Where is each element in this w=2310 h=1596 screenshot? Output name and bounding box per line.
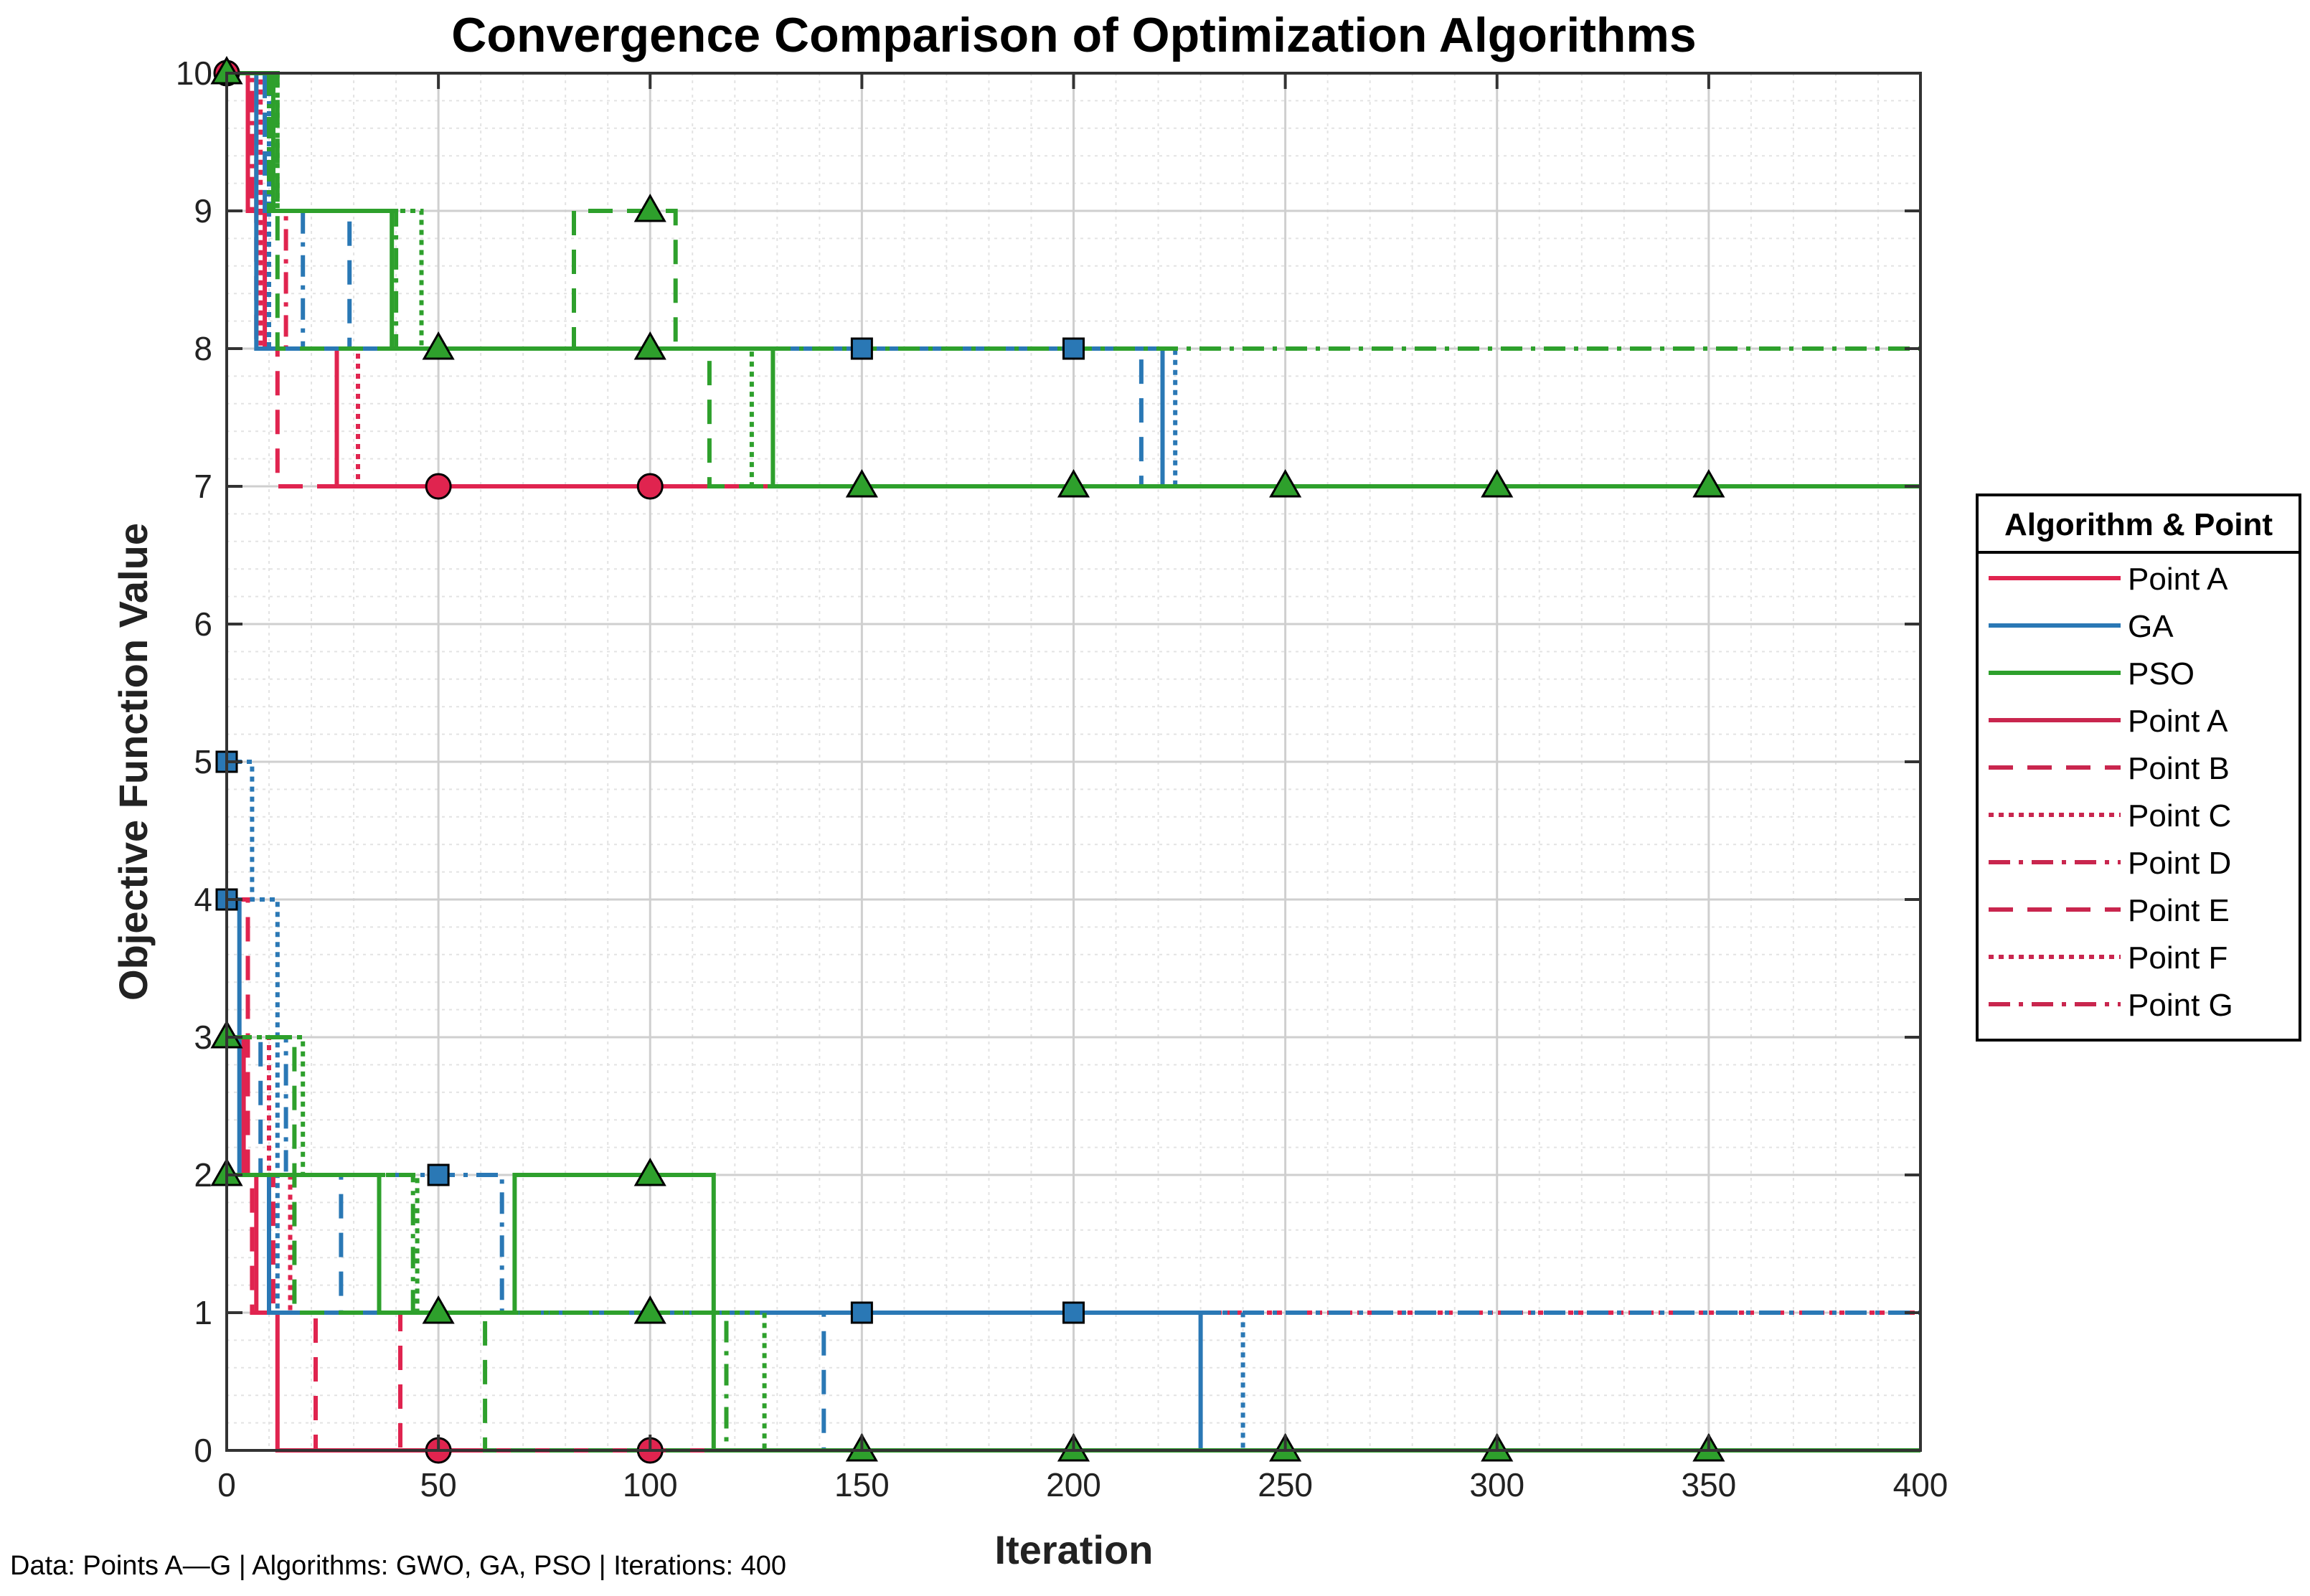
legend-label: Point F (2128, 940, 2228, 976)
marker-triangle (633, 1295, 666, 1324)
x-axis-label: Iteration (995, 1527, 1154, 1572)
series-line (227, 897, 1920, 1453)
x-tick-label: 400 (1893, 1466, 1948, 1503)
legend-label: Point A (2128, 562, 2228, 597)
legend-label: Point C (2128, 798, 2231, 834)
marker-triangle (633, 1157, 666, 1186)
marker-square (1062, 337, 1085, 360)
x-tick-label: 350 (1682, 1466, 1737, 1503)
y-tick-label: 4 (194, 881, 212, 918)
marker-triangle (1481, 468, 1514, 498)
marker-square (850, 337, 873, 360)
marker-circle (636, 473, 664, 500)
marker-square (850, 1301, 873, 1324)
y-tick-label: 3 (194, 1019, 212, 1056)
legend-label: Point B (2128, 751, 2230, 786)
series-line (227, 760, 1920, 1453)
series-line (227, 71, 1920, 488)
y-tick-label: 7 (194, 468, 212, 505)
y-tick-label: 9 (194, 192, 212, 230)
legend-label: Point A (2128, 704, 2228, 739)
legend-label: Point D (2128, 846, 2231, 881)
legend-label: GA (2128, 609, 2174, 644)
x-tick-label: 50 (420, 1466, 457, 1503)
x-tick-label: 0 (217, 1466, 236, 1503)
plot-area: 0 50 100 150 200 250 300 350 400 0 1 2 3 4 5 6 7 8 9 10 (176, 55, 1948, 1503)
x-tick-label: 300 (1469, 1466, 1524, 1503)
series-line (227, 71, 1920, 488)
marker-triangle (633, 331, 666, 360)
y-axis-label: Objective Function Value (110, 523, 156, 1001)
legend-title: Algorithm & Point (2004, 507, 2273, 542)
legend: Algorithm & Point Point A GA PSO Point A Poin… (1976, 494, 2301, 1042)
x-tick-label: 250 (1258, 1466, 1313, 1503)
series-line (227, 71, 1920, 488)
footnote: Data: Points A—G | Algorithms: GWO, GA, … (10, 1551, 786, 1581)
legend-label: Point E (2128, 893, 2230, 928)
series-line (227, 71, 1920, 488)
series-line (227, 71, 1920, 488)
series-line (227, 71, 1920, 488)
x-tick-label: 100 (623, 1466, 678, 1503)
marker-circle (425, 473, 452, 500)
marker-triangle (1057, 468, 1090, 498)
series-line (227, 1035, 1920, 1453)
legend-label: PSO (2128, 656, 2194, 691)
series-line (227, 1035, 1920, 1453)
marker-triangle (633, 193, 666, 222)
chart-title: Convergence Comparison of Optimization A… (451, 8, 1696, 62)
y-tick-label: 2 (194, 1156, 212, 1194)
legend-label: Point G (2128, 988, 2233, 1023)
series-line (227, 1035, 1920, 1453)
marker-square (427, 1163, 450, 1186)
marker-triangle (422, 1295, 455, 1324)
y-tick-label: 10 (176, 55, 212, 92)
marker-triangle (845, 468, 878, 498)
marker-square (1062, 1301, 1085, 1324)
marker-triangle (422, 331, 455, 360)
y-tick-label: 6 (194, 605, 212, 643)
y-tick-label: 0 (194, 1432, 212, 1469)
x-tick-label: 150 (834, 1466, 890, 1503)
y-tick-label: 1 (194, 1294, 212, 1331)
series-line (227, 897, 1920, 1453)
y-tick-label: 5 (194, 743, 212, 780)
y-tick-label: 8 (194, 330, 212, 367)
marker-triangle (1692, 468, 1725, 498)
x-tick-label: 200 (1046, 1466, 1101, 1503)
marker-triangle (1269, 468, 1302, 498)
series-line (227, 1173, 1920, 1453)
series-line (227, 1173, 1920, 1453)
